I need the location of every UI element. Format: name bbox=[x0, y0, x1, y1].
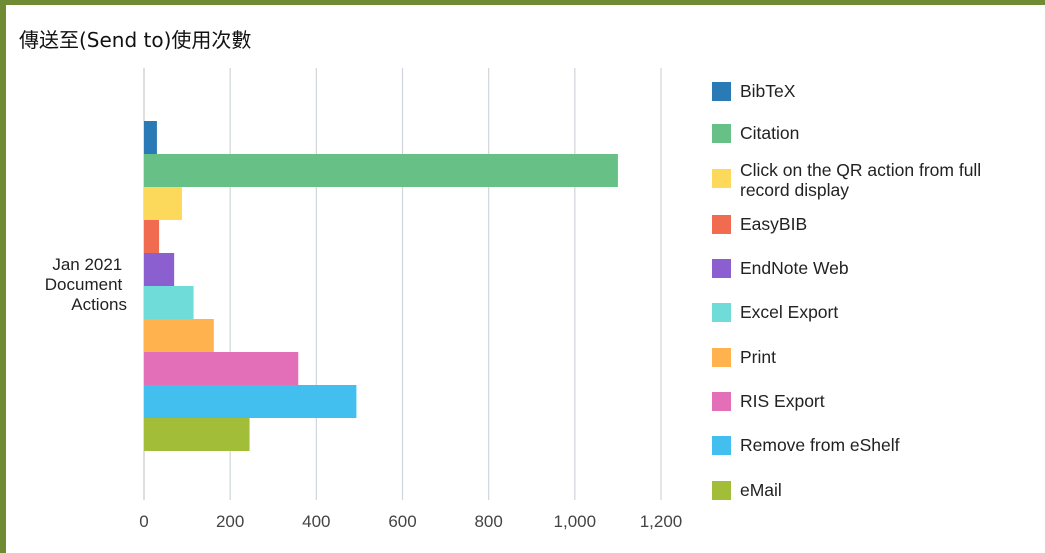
bar-endnote-web bbox=[144, 253, 175, 286]
bar-easybib bbox=[144, 220, 160, 253]
bar-email bbox=[144, 418, 250, 451]
legend-label: RIS Export bbox=[740, 391, 825, 411]
x-tick-label: 800 bbox=[474, 512, 502, 531]
legend-label: eMail bbox=[740, 480, 782, 500]
legend-swatch bbox=[712, 215, 731, 234]
x-tick-label: 1,000 bbox=[554, 512, 597, 531]
category-label: Jan 2021 Document Actions bbox=[45, 255, 127, 314]
bars bbox=[144, 121, 618, 451]
bar-click-on-the-qr-action-from-full-record-display bbox=[144, 187, 182, 220]
x-tick-label: 0 bbox=[139, 512, 148, 531]
bar-remove-from-eshelf bbox=[144, 385, 357, 418]
bar-ris-export bbox=[144, 352, 299, 385]
legend-label: EndNote Web bbox=[740, 258, 849, 278]
legend-swatch bbox=[712, 303, 731, 322]
legend-swatch bbox=[712, 436, 731, 455]
legend-label: Remove from eShelf bbox=[740, 435, 900, 455]
x-tick-label: 200 bbox=[216, 512, 244, 531]
category-label-line: Jan 2021 bbox=[52, 255, 122, 274]
legend-label: Citation bbox=[740, 123, 799, 143]
legend-label: Excel Export bbox=[740, 302, 838, 322]
x-tick-label: 1,200 bbox=[640, 512, 683, 531]
bar-citation bbox=[144, 154, 618, 187]
category-label-line: Document bbox=[45, 275, 123, 294]
legend-label: BibTeX bbox=[740, 81, 796, 101]
legend-label: Click on the QR action from full record d… bbox=[740, 160, 981, 200]
x-tick-label: 400 bbox=[302, 512, 330, 531]
legend-swatch bbox=[712, 82, 731, 101]
x-tick-label: 600 bbox=[388, 512, 416, 531]
legend-label: EasyBIB bbox=[740, 214, 807, 234]
legend-swatch bbox=[712, 124, 731, 143]
bar-excel-export bbox=[144, 286, 194, 319]
legend: BibTeX Citation Click on the QR action fro… bbox=[712, 81, 981, 500]
bar-bibtex bbox=[144, 121, 157, 154]
bar-print bbox=[144, 319, 214, 352]
legend-swatch bbox=[712, 348, 731, 367]
legend-swatch bbox=[712, 169, 731, 188]
legend-swatch bbox=[712, 259, 731, 278]
chart-title: 傳送至(Send to)使用次數 bbox=[19, 28, 252, 52]
legend-swatch bbox=[712, 392, 731, 411]
legend-swatch bbox=[712, 481, 731, 500]
category-label-line: Actions bbox=[71, 295, 127, 314]
legend-label: Print bbox=[740, 347, 776, 367]
x-axis-ticks: 0 200 400 600 800 1,000 1,200 bbox=[139, 512, 682, 531]
